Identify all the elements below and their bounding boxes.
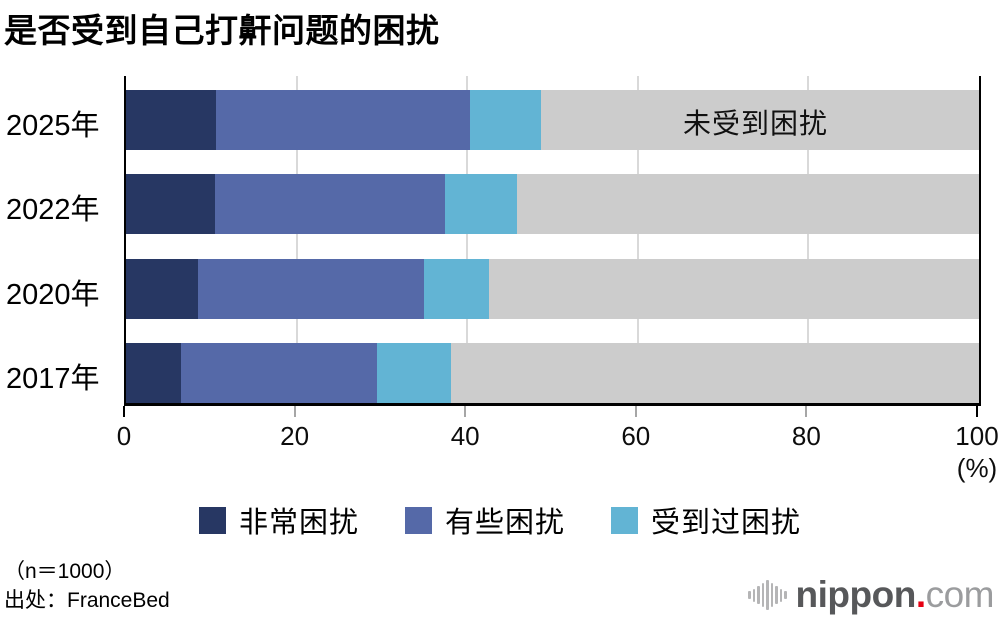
axis-tick-40	[464, 406, 467, 417]
gray-segment-label: 未受到困扰	[683, 108, 829, 139]
gridline-80	[807, 76, 810, 403]
bar-row-2025年	[126, 90, 979, 150]
legend-label: 非常困扰	[238, 507, 359, 539]
chart-title: 是否受到自己打鼾问题的困扰	[4, 12, 440, 49]
bar-segment	[216, 90, 470, 150]
axis-tick-60	[634, 406, 637, 417]
x-axis-tick-labels: 0 20 40 60 80 100	[117, 421, 999, 453]
soundwave-bars-icon	[748, 576, 787, 614]
gridline-40	[466, 76, 469, 403]
x-tick-label-40: 40	[450, 421, 480, 451]
legend-item-有些困扰: 有些困扰	[404, 499, 565, 541]
bar-segment	[126, 174, 215, 234]
gridline-60	[636, 76, 639, 403]
bar-segment	[214, 174, 445, 234]
legend-item-非常困扰: 非常困扰	[198, 499, 359, 541]
axis-tick-100	[976, 406, 978, 417]
logo-red-dot: .	[915, 574, 926, 615]
legend-swatch	[404, 506, 432, 534]
y-axis-label-2017年: 2017年	[6, 363, 100, 395]
bar-segment	[126, 343, 182, 403]
bar-segment	[197, 259, 424, 319]
x-tick-label-20: 20	[280, 421, 310, 451]
bar-segment	[423, 259, 490, 319]
bar-segment	[445, 174, 517, 234]
bar-segment	[489, 259, 979, 319]
legend-label: 有些困扰	[444, 507, 565, 539]
bar-row-2017年	[126, 343, 979, 403]
legend-swatch	[611, 506, 638, 534]
chart-legend: 非常困扰 有些困扰 受到过困扰	[0, 499, 1000, 541]
gridline-20	[295, 76, 298, 403]
bar-segment	[126, 259, 198, 319]
x-tick-label-0: 0	[116, 421, 132, 451]
x-axis-unit-label: (%)	[956, 453, 998, 483]
x-tick-label-100: 100	[955, 421, 999, 451]
y-axis-label-2020年: 2020年	[6, 279, 100, 311]
x-axis-ticks	[123, 406, 978, 417]
axis-tick-20	[293, 406, 296, 417]
bar-segment	[541, 90, 979, 150]
plot-area: 未受到困扰	[124, 76, 981, 406]
bar-row-2020年	[126, 259, 979, 319]
y-axis-label-2022年: 2022年	[6, 194, 100, 226]
x-tick-label-80: 80	[791, 421, 821, 451]
source-note: 出处：FranceBed	[4, 589, 170, 612]
axis-tick-80	[805, 406, 808, 417]
axis-tick-0	[123, 406, 125, 417]
bar-segment	[126, 90, 217, 150]
bar-row-2022年	[126, 174, 979, 234]
legend-swatch	[198, 506, 226, 534]
logo-text: nippon.com	[795, 574, 995, 615]
x-tick-label-60: 60	[621, 421, 651, 451]
bar-segment	[469, 90, 542, 150]
logo-com-text: com	[925, 574, 995, 615]
y-axis-label-2025年: 2025年	[6, 110, 100, 142]
legend-item-受到过困扰: 受到过困扰	[611, 499, 801, 541]
bar-segment	[450, 343, 979, 403]
bar-segment	[376, 343, 451, 403]
bar-segment	[181, 343, 377, 403]
legend-label: 受到过困扰	[651, 507, 802, 539]
bar-segment	[516, 174, 979, 234]
sample-size-note: （n＝1000）	[4, 560, 126, 583]
nippon-com-logo: nippon.com	[748, 574, 995, 615]
logo-nippon-text: nippon	[795, 574, 917, 615]
